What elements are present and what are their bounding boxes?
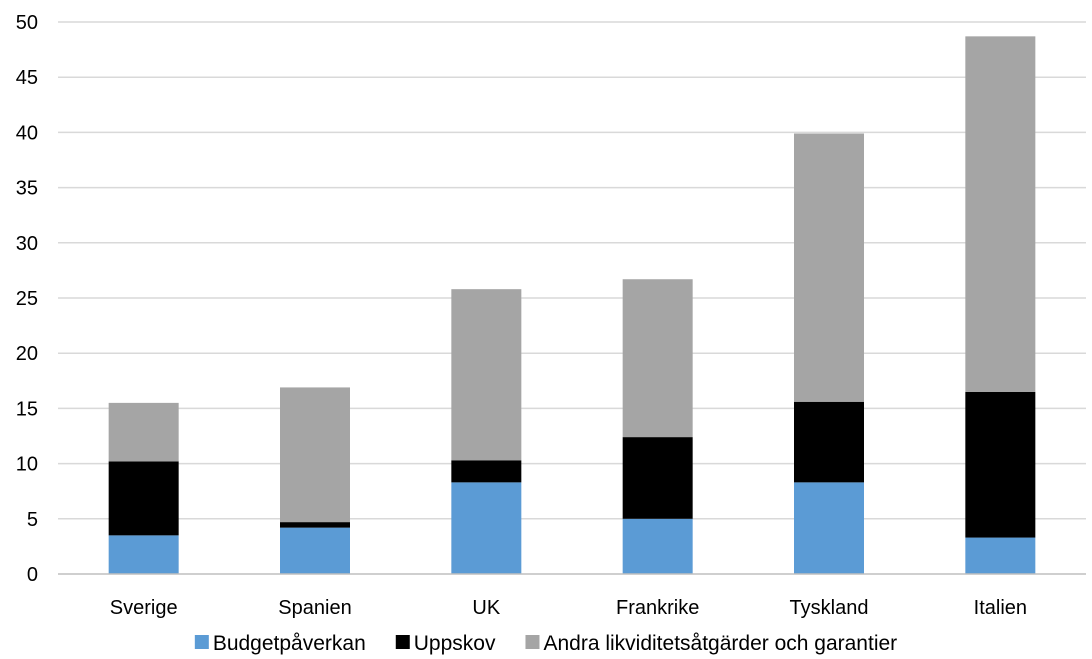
bar-uk-series-0 xyxy=(451,482,522,574)
bar-uk-series-1 xyxy=(451,460,522,483)
y-tick-label: 45 xyxy=(16,67,38,89)
x-tick-label: Spanien xyxy=(278,597,351,619)
y-tick-label: 10 xyxy=(16,454,38,476)
legend-swatch-0 xyxy=(194,635,209,649)
bar-italien-series-0 xyxy=(965,537,1036,574)
y-tick-label: 25 xyxy=(16,288,38,310)
y-tick-label: 5 xyxy=(27,509,38,531)
bar-frankrike-series-1 xyxy=(622,437,693,519)
legend-label-2: Andra likviditetsåtgärder och garantier xyxy=(543,632,897,655)
x-tick-label: Tyskland xyxy=(790,597,869,619)
bar-spanien-series-0 xyxy=(280,527,350,574)
bar-italien-series-2 xyxy=(965,36,1036,392)
y-tick-label: 30 xyxy=(16,233,38,255)
x-tick-label: Frankrike xyxy=(616,597,699,619)
y-axis-ticks: 0 5 10 15 20 25 30 35 40 45 50 xyxy=(16,12,38,586)
legend-label-1: Uppskov xyxy=(414,632,496,655)
y-tick-label: 35 xyxy=(16,178,38,200)
bar-spanien-series-2 xyxy=(280,387,350,523)
y-tick-label: 20 xyxy=(16,343,38,365)
bar-frankrike-series-2 xyxy=(622,279,693,438)
bar-frankrike-series-0 xyxy=(622,518,693,574)
x-axis-ticks: Sverige Spanien UK Frankrike Tyskland Italien xyxy=(110,597,1027,619)
legend-swatch-2 xyxy=(525,635,540,649)
y-tick-label: 0 xyxy=(27,564,38,586)
bar-sverige-series-2 xyxy=(108,402,179,462)
x-tick-label: UK xyxy=(472,597,500,619)
bar-italien-series-1 xyxy=(965,391,1036,538)
bar-sverige-series-1 xyxy=(108,461,179,536)
bar-tyskland-series-2 xyxy=(794,133,864,402)
bar-uk-series-2 xyxy=(451,289,522,461)
bars xyxy=(108,36,1036,574)
bar-sverige-series-0 xyxy=(108,535,179,574)
legend-swatch-1 xyxy=(395,635,410,649)
legend-label-0: Budgetpåverkan xyxy=(213,632,366,655)
y-tick-label: 50 xyxy=(16,12,38,34)
y-tick-label: 40 xyxy=(16,122,38,144)
y-tick-label: 15 xyxy=(16,398,38,420)
bar-tyskland-series-0 xyxy=(794,482,864,574)
x-tick-label: Sverige xyxy=(110,597,178,619)
legend: Budgetpåverkan Uppskov Andra likviditetsåt… xyxy=(194,632,897,655)
x-tick-label: Italien xyxy=(974,597,1027,619)
gridlines xyxy=(58,21,1086,520)
bar-spanien-series-1 xyxy=(280,522,350,528)
bar-tyskland-series-1 xyxy=(794,401,864,483)
